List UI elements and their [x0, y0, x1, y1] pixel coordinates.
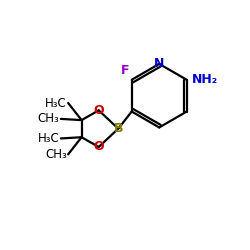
Text: F: F — [121, 64, 129, 77]
Text: CH₃: CH₃ — [45, 148, 67, 161]
Text: N: N — [154, 58, 164, 70]
Text: NH₂: NH₂ — [192, 73, 218, 86]
Text: CH₃: CH₃ — [38, 112, 60, 126]
Text: B: B — [114, 122, 123, 135]
Text: H₃C: H₃C — [38, 132, 60, 145]
Text: H₃C: H₃C — [45, 96, 67, 110]
Text: O: O — [94, 104, 104, 117]
Text: O: O — [94, 140, 104, 153]
